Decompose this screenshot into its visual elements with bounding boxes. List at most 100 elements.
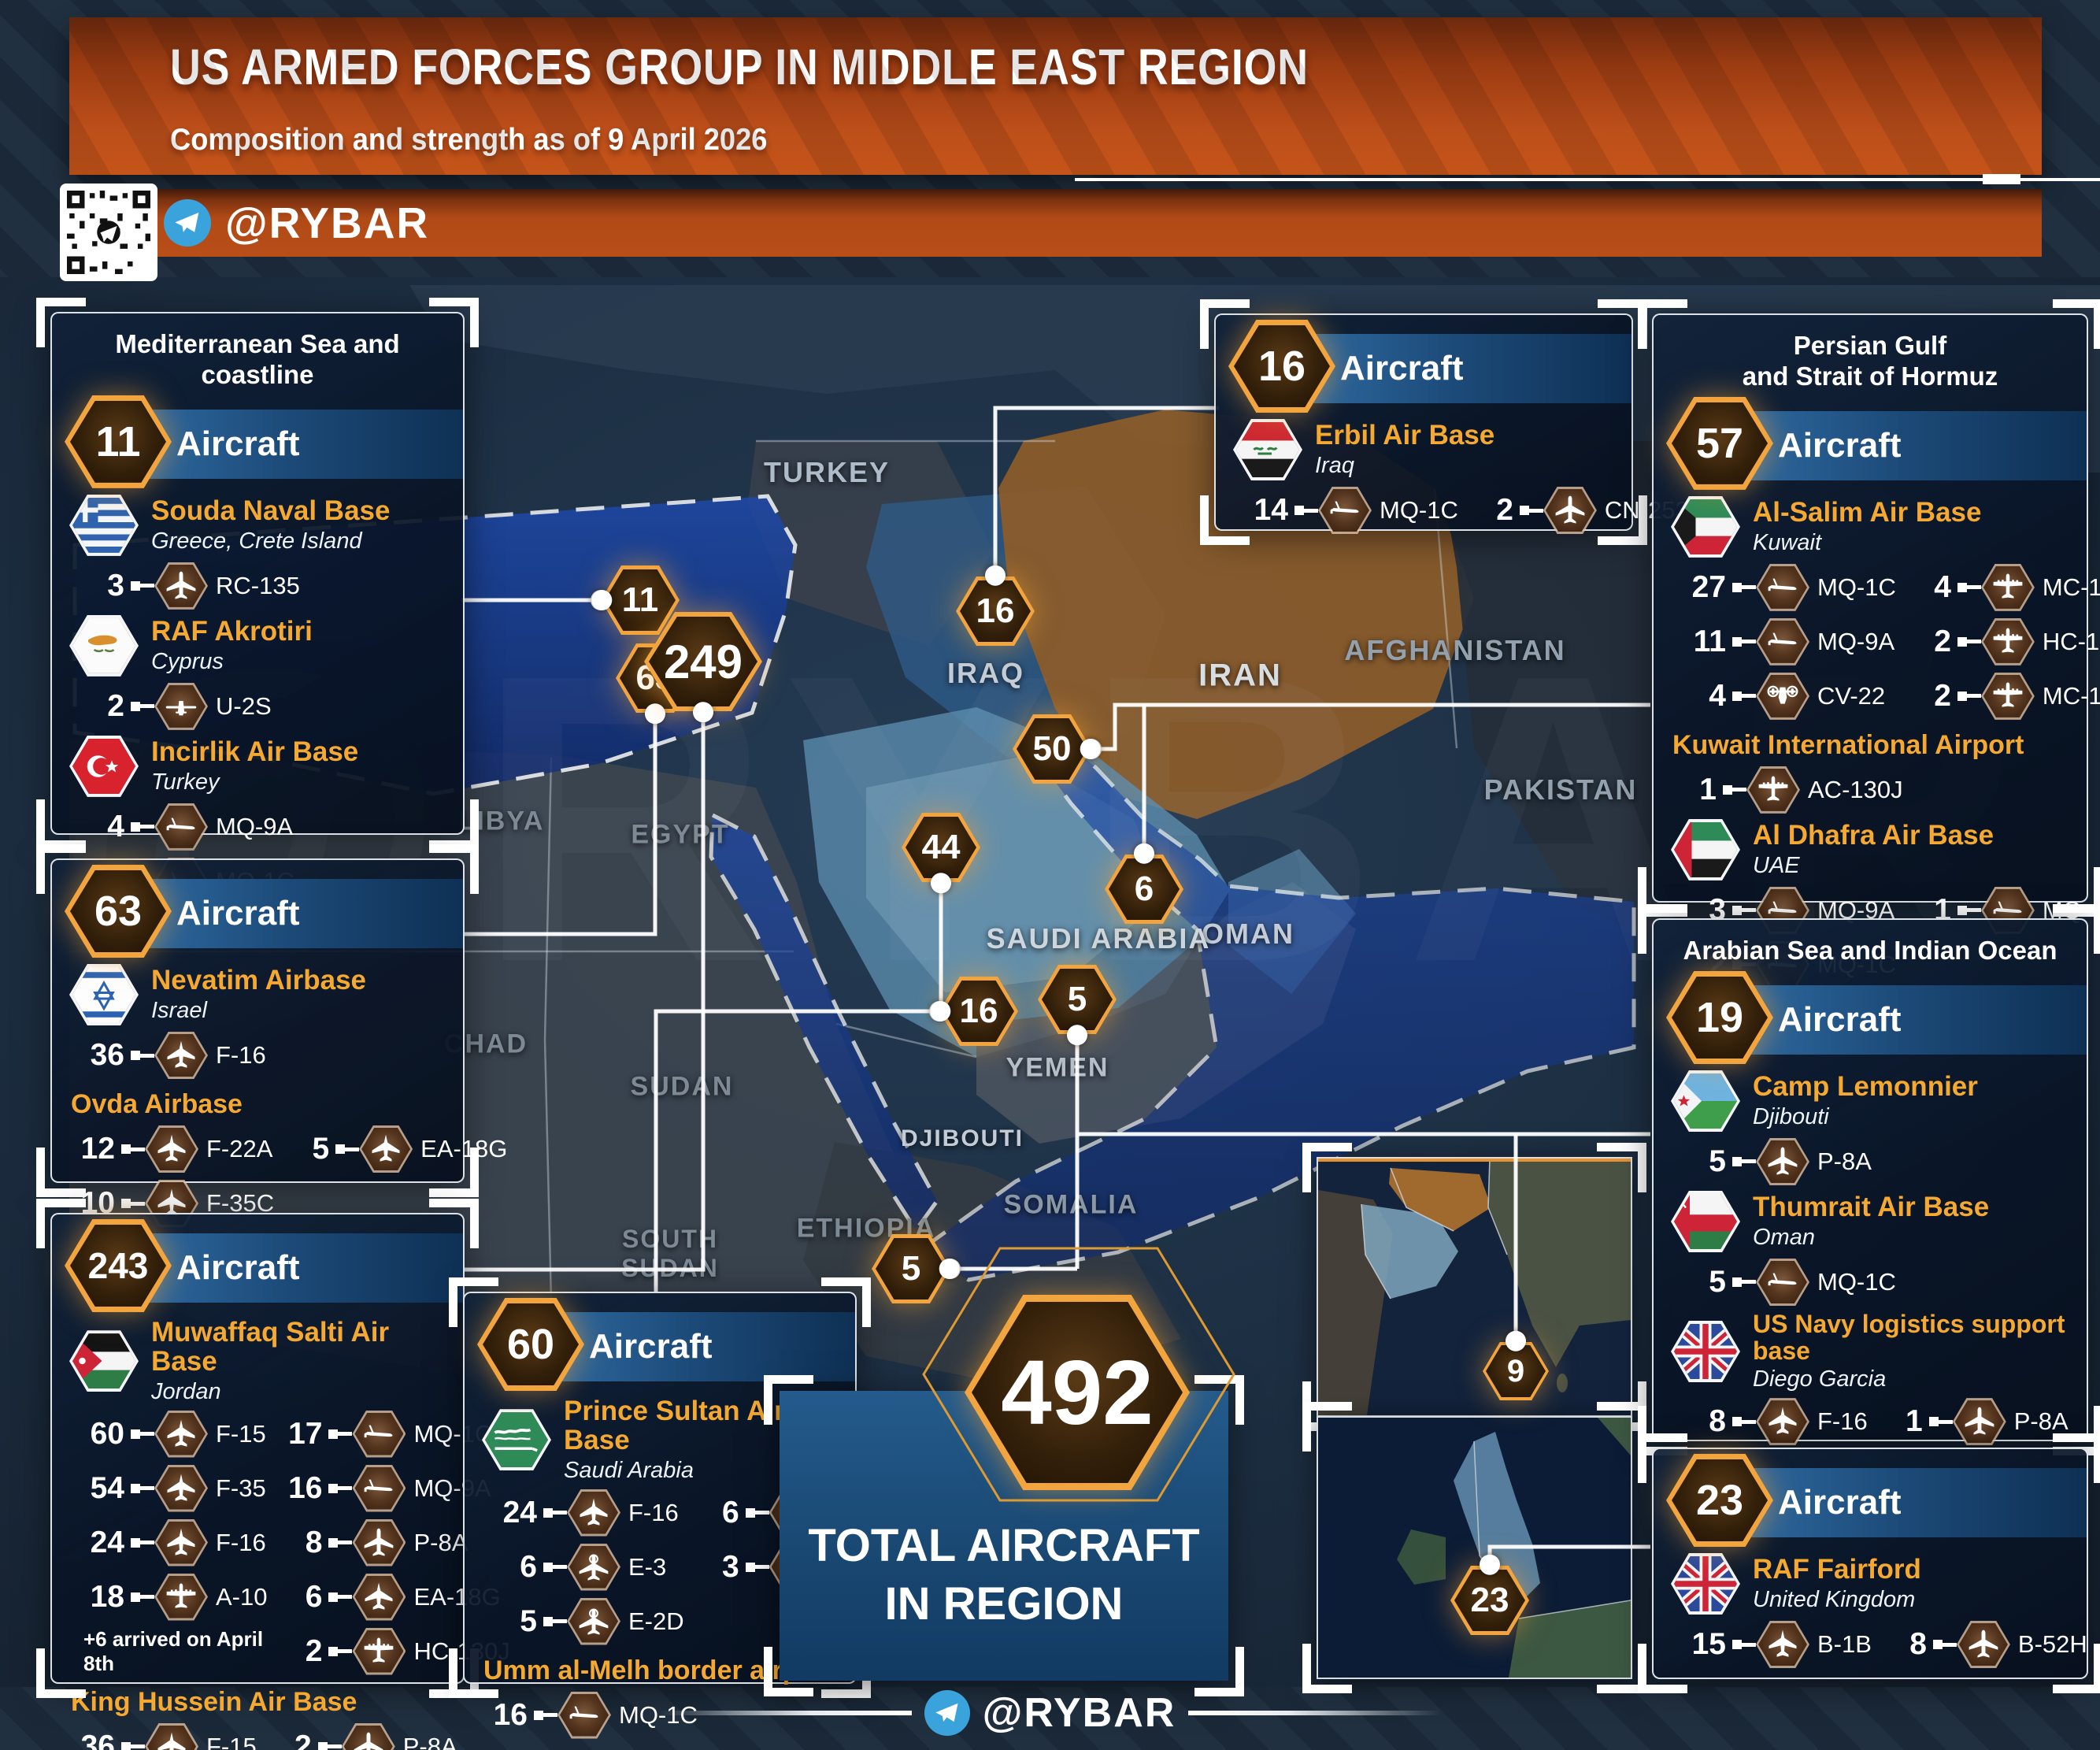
- aircraft-rows: 8 F-16 1 P-8A: [1680, 1397, 2069, 1446]
- aircraft-type: B-1B: [1817, 1630, 1872, 1658]
- aircraft-total-bar: Aircraft: [128, 1233, 463, 1303]
- marker-hexagon: 249: [644, 612, 762, 711]
- map-label: EGYPT: [631, 819, 730, 850]
- patrol-plane-icon: [1952, 1398, 2006, 1446]
- aircraft-type: F-16: [1817, 1407, 1868, 1436]
- connector-line: [338, 1541, 353, 1544]
- base-header: RAF Fairford United Kingdom: [1671, 1553, 2069, 1615]
- base-flag: [1233, 419, 1302, 481]
- aircraft-count: 1: [1699, 772, 1717, 806]
- base-titles: Al-Salim Air Base Kuwait: [1753, 498, 1981, 556]
- marker-anchor-dot: [1506, 1330, 1526, 1351]
- corner-bracket: [1194, 1375, 1244, 1425]
- aircraft-type: EA-18G: [420, 1135, 508, 1162]
- panel-header: Aircraft 16: [1216, 320, 1631, 414]
- connector-line: [1487, 1544, 1650, 1567]
- oman-flag-icon: [1671, 1190, 1740, 1252]
- connector-line: [140, 1053, 154, 1058]
- aircraft-unit-label: Aircraft: [1778, 1483, 1902, 1522]
- corner-bracket: [1638, 904, 1687, 954]
- base-flag: [69, 964, 139, 1026]
- panel-total-hexagon: 16: [1228, 320, 1335, 413]
- total-label: TOTAL AIRCRAFT IN REGION: [808, 1520, 1200, 1630]
- connector-line: [1528, 508, 1543, 513]
- connector-square: [1932, 1640, 1943, 1649]
- aircraft-unit-label: Aircraft: [176, 424, 300, 463]
- base-entry: Ovda Airbase 12 F-22A 10 F-35C 5 EA-18G: [69, 1089, 507, 1228]
- aircraft-rows: 5 P-8A: [1680, 1137, 2069, 1186]
- base-entry: US Navy logistics support base Diego Garc…: [1671, 1311, 2069, 1446]
- base-titles: Souda Naval Base Greece, Crete Island: [151, 496, 390, 554]
- aircraft-count: 2: [1934, 678, 1951, 713]
- panel-total-hexagon: 57: [1666, 396, 1773, 490]
- aircraft-row: 4 MQ-9A: [79, 803, 294, 851]
- connector-line: [1304, 508, 1318, 513]
- base-name: Al Dhafra Air Base: [1753, 820, 1994, 851]
- base-country: Turkey: [151, 769, 220, 795]
- transport-plane-icon: [1980, 672, 2035, 720]
- aircraft-type: F-35: [216, 1474, 266, 1502]
- marker-hexagon: 50: [1013, 714, 1091, 784]
- marker-anchor-dot: [591, 590, 613, 610]
- panel-total-value: 57: [1695, 419, 1744, 467]
- aircraft-count: 5: [520, 1604, 537, 1638]
- uae-flag-icon: [1671, 818, 1740, 881]
- transport-plane-icon: [1980, 563, 2035, 611]
- connector-square: [328, 1592, 339, 1602]
- heavy-bomber-icon: [1956, 1621, 2010, 1668]
- aircraft-total-bar: Aircraft: [128, 879, 463, 948]
- aircraft-column: 8 F-16: [1680, 1397, 1868, 1446]
- connector-square: [543, 1562, 553, 1572]
- aircraft-row: 5 EA-18G: [294, 1125, 507, 1173]
- connector-square: [745, 1507, 755, 1518]
- panel-arabian-sea: Arabian Sea and Indian Ocean Aircraft 19 Ca…: [1638, 904, 2100, 1455]
- connector-square: [131, 580, 140, 591]
- marker-anchor-dot: [939, 1259, 960, 1279]
- fighter-jet-icon: [567, 1489, 620, 1537]
- aircraft-count: 2: [107, 688, 124, 723]
- drone-icon: [352, 1410, 406, 1458]
- aircraft-count: 1: [1906, 1404, 1923, 1439]
- map-label: AFGHANISTAN: [1344, 634, 1566, 666]
- marker-anchor-dot: [930, 1001, 951, 1021]
- marker-anchor-dot: [931, 873, 951, 894]
- inset-arabian-sea-art: [1318, 1159, 1631, 1415]
- connector-line: [131, 1744, 145, 1748]
- aircraft-column: 14 MQ-1C: [1243, 486, 1458, 535]
- connector-line: [654, 1009, 939, 1292]
- base-country: Oman: [1753, 1224, 1815, 1250]
- connector-square: [543, 1616, 553, 1626]
- aircraft-count: 5: [1709, 1144, 1726, 1178]
- base-entry: Camp Lemonnier Djibouti 5 P-8A: [1671, 1070, 2069, 1186]
- connector-square: [131, 1051, 140, 1060]
- aircraft-type: MC-130J: [2042, 573, 2100, 601]
- aircraft-rows: 15 B-1B 8 B-52H: [1680, 1620, 2087, 1669]
- aircraft-rows: 1 AC-130J: [1671, 766, 2069, 814]
- connector-line: [327, 1744, 342, 1748]
- aircraft-column: 1 P-8A: [1888, 1397, 2069, 1446]
- base-titles: Thumrait Air Base Oman: [1753, 1192, 1989, 1251]
- marker-anchor-dot: [1067, 1025, 1087, 1046]
- connector-square: [1732, 905, 1742, 915]
- base-flag: [1671, 1070, 1740, 1133]
- base-header: Thumrait Air Base Oman: [1671, 1190, 2069, 1253]
- corner-bracket: [449, 1648, 498, 1698]
- panel-header: Aircraft 63: [52, 865, 463, 959]
- connector-line: [1742, 1280, 1756, 1285]
- aircraft-count: 36: [80, 1729, 115, 1750]
- corner-bracket: [1302, 1402, 1352, 1452]
- aircraft-column: 36 F-16: [79, 1031, 266, 1080]
- transport-plane-icon: [1980, 617, 2035, 666]
- channel-handle: @RYBAR: [225, 198, 430, 247]
- aircraft-type: E-2D: [628, 1607, 684, 1635]
- header-underline: [1075, 178, 2100, 181]
- base-name: Umm al-Melh border airport: [483, 1655, 835, 1685]
- aircraft-count: 60: [90, 1416, 124, 1451]
- base-titles: Nevatim Airbase Israel: [151, 966, 366, 1024]
- map-marker-16: 16: [930, 977, 1018, 1046]
- base-country: Diego Garcia: [1753, 1366, 1887, 1392]
- corner-bracket: [36, 799, 86, 849]
- marker-anchor-dot: [645, 703, 665, 725]
- footer: @RYBAR: [0, 1676, 2100, 1750]
